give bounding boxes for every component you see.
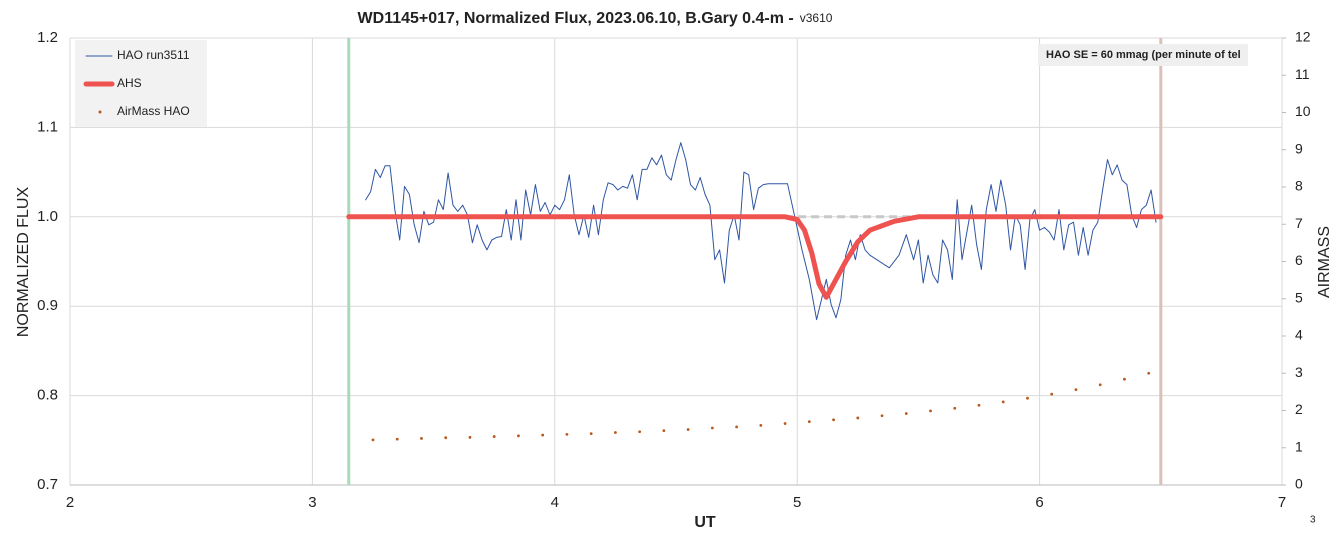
airmass-point — [420, 437, 423, 440]
legend: HAO run3511 AHS AirMass HAO — [75, 40, 207, 127]
x-tick-label: 5 — [793, 494, 801, 511]
airmass-point — [468, 435, 472, 439]
y-tick-label: 1.0 — [37, 208, 58, 225]
airmass-point — [662, 429, 666, 433]
airmass-point — [541, 433, 545, 437]
airmass-point — [1123, 377, 1126, 381]
airmass-point — [1147, 371, 1151, 375]
y2-axis-label: AIRMASS — [1316, 226, 1333, 298]
y2-tick-label: 7 — [1295, 215, 1303, 231]
y-tick-label: 0.8 — [37, 387, 58, 404]
y-axis-label: NORMALIZED FLUX — [15, 187, 32, 338]
airmass-point — [710, 426, 714, 430]
series-line — [346, 214, 1164, 300]
airmass-point — [444, 436, 448, 440]
page-number: 3 — [1310, 515, 1316, 526]
airmass-point — [395, 437, 399, 441]
y2-tick-label: 6 — [1295, 252, 1303, 268]
airmass-point — [783, 422, 787, 425]
airmass-point — [1001, 400, 1005, 404]
airmass-point — [807, 420, 811, 424]
airmass-point — [371, 438, 375, 442]
airmass-point — [686, 428, 690, 431]
chart-title: WD1145+017, Normalized Flux, 2023.06.10,… — [358, 10, 833, 27]
x-tick-label: 7 — [1278, 494, 1286, 511]
y2-tick-label: 2 — [1295, 401, 1303, 417]
version: v3610 — [800, 11, 833, 25]
airmass-point — [1026, 396, 1029, 400]
airmass-point — [614, 431, 617, 434]
airmass-point — [759, 424, 763, 427]
airmass-point — [589, 432, 593, 435]
airmass-point — [832, 418, 835, 422]
y2-tick-label: 1 — [1295, 438, 1303, 454]
y2-tick-label: 12 — [1295, 29, 1311, 45]
airmass-point — [492, 435, 496, 438]
legend-symbol — [98, 110, 102, 114]
airmass-point — [735, 425, 738, 429]
airmass-point — [638, 430, 642, 434]
airmass-point — [953, 406, 957, 410]
y2-tick-label: 9 — [1295, 140, 1303, 156]
x-tick-label: 6 — [1035, 494, 1043, 511]
airmass-point — [1074, 388, 1078, 392]
x-tick-label: 3 — [308, 494, 316, 511]
annotation: HAO SE = 60 mmag (per minute of tel — [1046, 49, 1241, 61]
legend-label: AirMass HAO — [117, 104, 190, 118]
title-text: WD1145+017, Normalized Flux, 2023.06.10,… — [358, 10, 794, 27]
y-tick-label: 0.9 — [37, 297, 58, 314]
airmass-point — [565, 432, 569, 436]
y2-tick-label: 4 — [1295, 327, 1303, 343]
y2-tick-label: 10 — [1295, 103, 1311, 119]
legend-label: HAO run3511 — [117, 48, 190, 62]
airmass-point — [880, 414, 884, 418]
y-tick-label: 1.1 — [37, 118, 58, 135]
annotation-box — [1038, 44, 1248, 66]
y-tick-label: 1.2 — [37, 29, 58, 46]
x-tick-label: 2 — [66, 494, 74, 511]
y2-tick-label: 0 — [1295, 476, 1303, 492]
y2-tick-label: 3 — [1295, 364, 1303, 380]
x-axis-label: UT — [694, 514, 716, 531]
airmass-point — [904, 412, 908, 415]
airmass-point — [1098, 383, 1102, 387]
y2-tick-label: 11 — [1295, 66, 1310, 82]
y-tick-label: 0.7 — [37, 476, 58, 493]
y2-tick-label: 5 — [1295, 289, 1303, 305]
airmass-point — [856, 416, 860, 420]
x-tick-label: 4 — [551, 494, 559, 511]
airmass-point — [517, 434, 520, 438]
airmass-point — [977, 403, 981, 407]
airmass-point — [929, 409, 932, 413]
y2-tick-label: 8 — [1295, 178, 1303, 194]
legend-label: AHS — [117, 76, 142, 90]
airmass-point — [1050, 392, 1054, 396]
